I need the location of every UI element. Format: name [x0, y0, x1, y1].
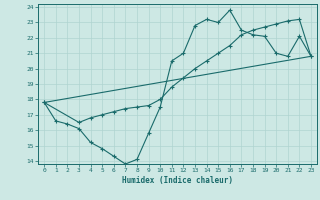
X-axis label: Humidex (Indice chaleur): Humidex (Indice chaleur): [122, 176, 233, 185]
